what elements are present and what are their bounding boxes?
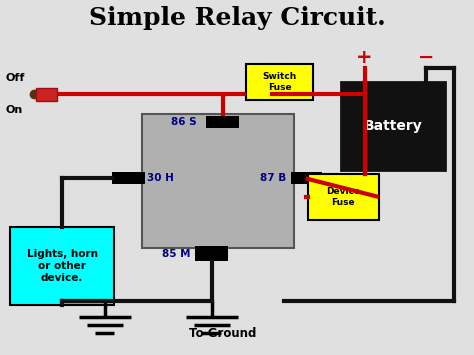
Text: Device
Fuse: Device Fuse bbox=[326, 187, 360, 207]
Text: Lights, horn
or other
device.: Lights, horn or other device. bbox=[27, 249, 98, 283]
Text: 86 S: 86 S bbox=[171, 117, 197, 127]
Text: To Ground: To Ground bbox=[189, 327, 256, 340]
Text: −: − bbox=[418, 48, 434, 67]
Bar bbox=[143, 114, 294, 248]
Text: 30 H: 30 H bbox=[147, 173, 174, 183]
Bar bbox=[112, 172, 145, 184]
Text: +: + bbox=[356, 48, 373, 67]
Bar bbox=[341, 82, 445, 170]
Bar bbox=[195, 246, 228, 261]
Text: Off: Off bbox=[5, 73, 25, 83]
Bar bbox=[308, 174, 379, 220]
Text: Simple Relay Circuit.: Simple Relay Circuit. bbox=[89, 6, 385, 31]
Text: Switch
Fuse: Switch Fuse bbox=[263, 72, 297, 92]
Bar bbox=[246, 64, 313, 100]
Text: Battery: Battery bbox=[364, 119, 422, 133]
Bar bbox=[10, 227, 114, 305]
Bar bbox=[292, 172, 322, 184]
Bar bbox=[36, 88, 57, 101]
Text: 85 M: 85 M bbox=[162, 249, 191, 259]
Text: On: On bbox=[5, 105, 23, 115]
Text: 87 B: 87 B bbox=[260, 173, 287, 183]
Bar bbox=[206, 116, 239, 128]
